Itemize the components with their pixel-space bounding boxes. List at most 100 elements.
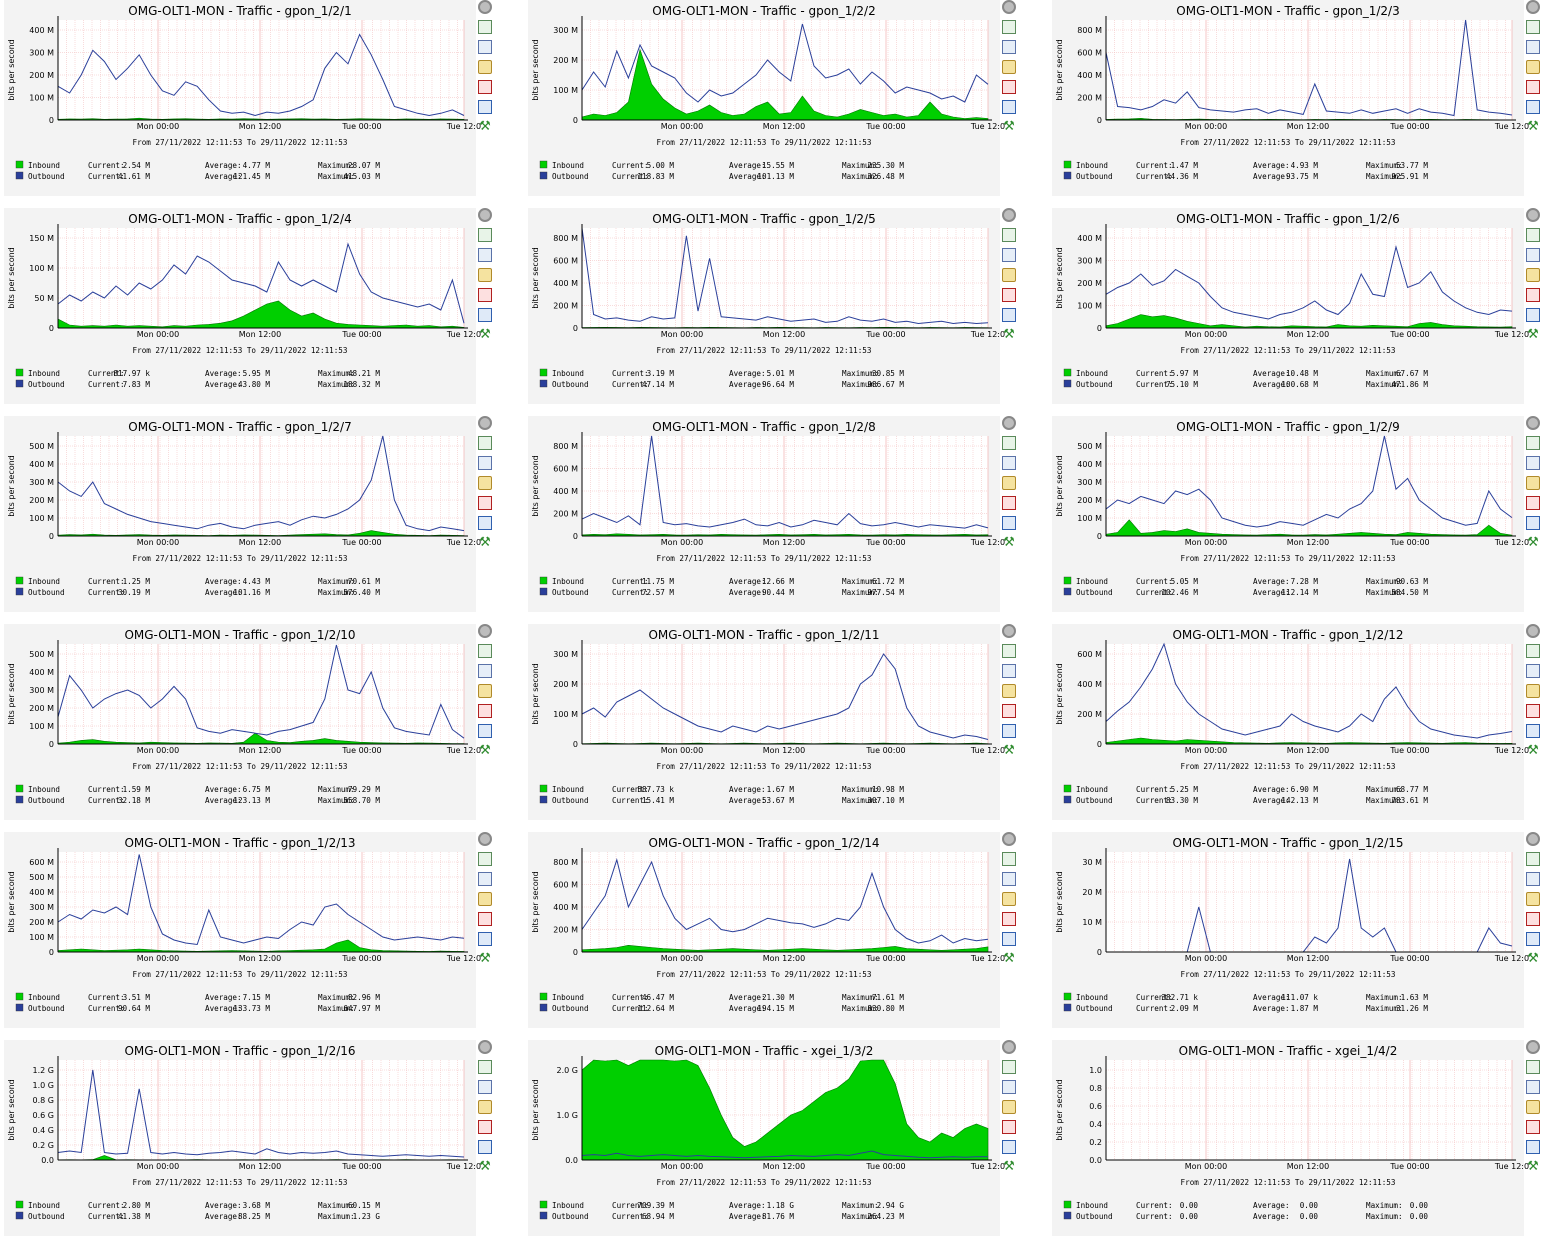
edit-graph-icon[interactable] [1526, 644, 1540, 658]
graph-icon[interactable] [1526, 1120, 1540, 1134]
graph-tile[interactable]: OMG-OLT1-MON - Traffic - gpon_1/2/1 bits … [0, 0, 520, 208]
list-icon[interactable] [1526, 248, 1540, 262]
edit-graph-icon[interactable] [1002, 644, 1016, 658]
traffic-graph[interactable]: OMG-OLT1-MON - Traffic - gpon_1/2/14bits… [524, 832, 1005, 1032]
traffic-graph[interactable]: OMG-OLT1-MON - Traffic - gpon_1/2/1bits … [0, 0, 481, 200]
list-icon[interactable] [1002, 40, 1016, 54]
favorite-icon[interactable] [478, 268, 492, 282]
bars-icon[interactable] [1002, 308, 1016, 322]
traffic-graph[interactable]: OMG-OLT1-MON - Traffic - gpon_1/2/4bits … [0, 208, 481, 408]
gear-icon[interactable] [1002, 624, 1016, 638]
bars-icon[interactable] [1002, 516, 1016, 530]
gear-icon[interactable] [478, 208, 492, 222]
graph-icon[interactable] [1526, 704, 1540, 718]
traffic-graph[interactable]: OMG-OLT1-MON - Traffic - gpon_1/2/12bits… [1048, 624, 1529, 824]
gear-icon[interactable] [1526, 624, 1540, 638]
edit-graph-icon[interactable] [478, 1060, 492, 1074]
graph-icon[interactable] [1526, 912, 1540, 926]
graph-tile[interactable]: OMG-OLT1-MON - Traffic - gpon_1/2/12 bits… [1048, 624, 1556, 832]
gear-icon[interactable] [1526, 1040, 1540, 1054]
wrench-icon[interactable]: ⚒ [1527, 1159, 1539, 1174]
graph-tile[interactable]: OMG-OLT1-MON - Traffic - gpon_1/2/8 bits … [524, 416, 1044, 624]
favorite-icon[interactable] [478, 476, 492, 490]
graph-icon[interactable] [478, 912, 492, 926]
graph-icon[interactable] [478, 80, 492, 94]
edit-graph-icon[interactable] [478, 228, 492, 242]
gear-icon[interactable] [1002, 832, 1016, 846]
graph-tile[interactable]: OMG-OLT1-MON - Traffic - gpon_1/2/13 bits… [0, 832, 520, 1040]
gear-icon[interactable] [1526, 208, 1540, 222]
wrench-icon[interactable]: ⚒ [479, 1159, 491, 1174]
graph-icon[interactable] [478, 704, 492, 718]
edit-graph-icon[interactable] [1526, 228, 1540, 242]
graph-tile[interactable]: OMG-OLT1-MON - Traffic - gpon_1/2/4 bits … [0, 208, 520, 416]
graph-icon[interactable] [1526, 80, 1540, 94]
favorite-icon[interactable] [1002, 268, 1016, 282]
wrench-icon[interactable]: ⚒ [1527, 951, 1539, 966]
bars-icon[interactable] [1002, 100, 1016, 114]
wrench-icon[interactable]: ⚒ [1003, 119, 1015, 134]
wrench-icon[interactable]: ⚒ [1003, 327, 1015, 342]
edit-graph-icon[interactable] [478, 20, 492, 34]
gear-icon[interactable] [1002, 1040, 1016, 1054]
bars-icon[interactable] [1526, 932, 1540, 946]
list-icon[interactable] [1526, 456, 1540, 470]
bars-icon[interactable] [478, 308, 492, 322]
edit-graph-icon[interactable] [478, 436, 492, 450]
edit-graph-icon[interactable] [478, 644, 492, 658]
favorite-icon[interactable] [478, 684, 492, 698]
graph-tile[interactable]: OMG-OLT1-MON - Traffic - gpon_1/2/2 bits … [524, 0, 1044, 208]
traffic-graph[interactable]: OMG-OLT1-MON - Traffic - gpon_1/2/7bits … [0, 416, 481, 616]
graph-tile[interactable]: OMG-OLT1-MON - Traffic - gpon_1/2/7 bits … [0, 416, 520, 624]
wrench-icon[interactable]: ⚒ [479, 951, 491, 966]
graph-icon[interactable] [1002, 80, 1016, 94]
graph-tile[interactable]: OMG-OLT1-MON - Traffic - gpon_1/2/3 bits … [1048, 0, 1556, 208]
wrench-icon[interactable]: ⚒ [1527, 743, 1539, 758]
graph-tile[interactable]: OMG-OLT1-MON - Traffic - xgei_1/4/2 bits … [1048, 1040, 1556, 1248]
graph-icon[interactable] [1526, 288, 1540, 302]
wrench-icon[interactable]: ⚒ [1527, 327, 1539, 342]
favorite-icon[interactable] [1002, 60, 1016, 74]
traffic-graph[interactable]: OMG-OLT1-MON - Traffic - gpon_1/2/8bits … [524, 416, 1005, 616]
traffic-graph[interactable]: OMG-OLT1-MON - Traffic - gpon_1/2/2bits … [524, 0, 1005, 200]
traffic-graph[interactable]: OMG-OLT1-MON - Traffic - gpon_1/2/13bits… [0, 832, 481, 1032]
edit-graph-icon[interactable] [1526, 436, 1540, 450]
graph-tile[interactable]: OMG-OLT1-MON - Traffic - gpon_1/2/5 bits … [524, 208, 1044, 416]
graph-icon[interactable] [478, 1120, 492, 1134]
graph-tile[interactable]: OMG-OLT1-MON - Traffic - gpon_1/2/10 bits… [0, 624, 520, 832]
gear-icon[interactable] [1002, 0, 1016, 14]
list-icon[interactable] [1002, 248, 1016, 262]
favorite-icon[interactable] [1526, 1100, 1540, 1114]
list-icon[interactable] [478, 664, 492, 678]
bars-icon[interactable] [478, 100, 492, 114]
traffic-graph[interactable]: OMG-OLT1-MON - Traffic - gpon_1/2/5bits … [524, 208, 1005, 408]
wrench-icon[interactable]: ⚒ [1527, 535, 1539, 550]
list-icon[interactable] [478, 248, 492, 262]
wrench-icon[interactable]: ⚒ [1527, 119, 1539, 134]
gear-icon[interactable] [1002, 208, 1016, 222]
list-icon[interactable] [478, 872, 492, 886]
graph-icon[interactable] [1526, 496, 1540, 510]
graph-icon[interactable] [1002, 912, 1016, 926]
graph-icon[interactable] [478, 288, 492, 302]
gear-icon[interactable] [478, 832, 492, 846]
favorite-icon[interactable] [1002, 684, 1016, 698]
list-icon[interactable] [478, 40, 492, 54]
favorite-icon[interactable] [1526, 60, 1540, 74]
wrench-icon[interactable]: ⚒ [479, 743, 491, 758]
favorite-icon[interactable] [478, 1100, 492, 1114]
bars-icon[interactable] [1526, 100, 1540, 114]
graph-icon[interactable] [1002, 288, 1016, 302]
traffic-graph[interactable]: OMG-OLT1-MON - Traffic - gpon_1/2/16bits… [0, 1040, 481, 1240]
list-icon[interactable] [1002, 664, 1016, 678]
traffic-graph[interactable]: OMG-OLT1-MON - Traffic - gpon_1/2/11bits… [524, 624, 1005, 824]
graph-tile[interactable]: OMG-OLT1-MON - Traffic - gpon_1/2/6 bits … [1048, 208, 1556, 416]
list-icon[interactable] [1526, 872, 1540, 886]
favorite-icon[interactable] [478, 892, 492, 906]
wrench-icon[interactable]: ⚒ [479, 119, 491, 134]
gear-icon[interactable] [1526, 832, 1540, 846]
bars-icon[interactable] [1002, 932, 1016, 946]
wrench-icon[interactable]: ⚒ [1003, 951, 1015, 966]
bars-icon[interactable] [1526, 516, 1540, 530]
graph-tile[interactable]: OMG-OLT1-MON - Traffic - gpon_1/2/9 bits … [1048, 416, 1556, 624]
